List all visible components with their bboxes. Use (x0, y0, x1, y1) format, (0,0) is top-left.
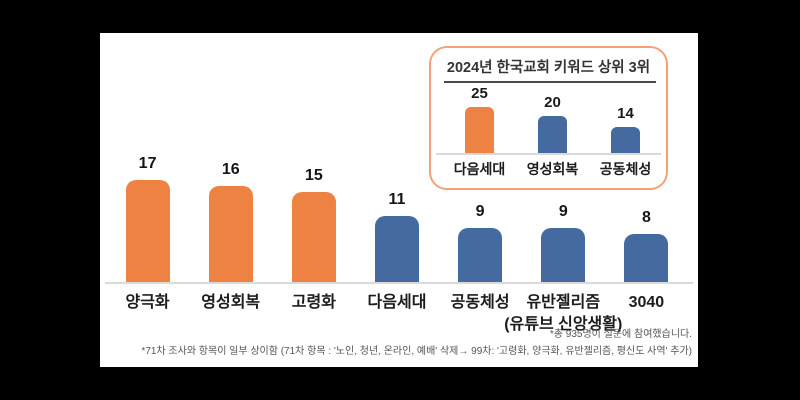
category-label: 공동체성 (450, 294, 510, 311)
inset-chart-baseline (436, 153, 661, 155)
main-keyword-chart-bar-group: 9 공동체성 (439, 33, 522, 311)
bar (208, 186, 253, 282)
bar-value-label: 16 (221, 161, 240, 178)
category-label: 다음세대 (367, 294, 427, 311)
bar (458, 228, 503, 282)
bar (465, 107, 494, 153)
main-keyword-chart-bar-group: 8 3040 (605, 33, 688, 311)
bar (291, 192, 336, 282)
bar-value-label: 17 (138, 155, 157, 172)
category-label: 다음세대 (453, 161, 506, 177)
main-bar-chart: 17 양극화 16 영성회복 15 고령화 11 다음세대 9 공동체성 9 유반젤리즘 (유튜브 신앙… (106, 33, 688, 333)
category-label: 고령화 (291, 294, 336, 311)
inset-title-underline (444, 81, 656, 83)
chart-card: 17 양극화 16 영성회복 15 고령화 11 다음세대 9 공동체성 9 유반젤리즘 (유튜브 신앙… (100, 33, 698, 367)
bar (541, 228, 586, 282)
category-label: 유반젤리즘 (유튜브 신앙생활) (483, 292, 643, 337)
category-label: 공동체성 (599, 161, 652, 177)
category-label: 양극화 (125, 294, 170, 311)
category-label: 3040 (628, 294, 665, 311)
bar-value-label: 25 (471, 85, 488, 102)
footnote-survey-change: *71차 조사와 항목이 일부 상이함 (71차 항목 : '노인, 청년, 온… (141, 346, 692, 357)
bar (611, 127, 640, 153)
main-keyword-chart-bar-group: 16 영성회복 (189, 33, 272, 311)
bar (538, 116, 567, 153)
main-keyword-chart-bar-group: 9 유반젤리즘 (유튜브 신앙생활) (504, 33, 622, 333)
bar-value-label: 9 (475, 203, 485, 220)
main-keyword-chart-bar-group: 17 양극화 (106, 33, 189, 311)
inset-top3-chart-bar-group: 14 공동체성 (589, 48, 662, 177)
main-keyword-chart-bar-group: 15 고령화 (272, 33, 355, 311)
category-label: 영성회복 (201, 294, 261, 311)
bar (125, 180, 170, 282)
bar-value-label: 20 (544, 94, 561, 112)
footnotes: *총 935명이 설문에 참여했습니다. *71차 조사와 항목이 일부 상이함… (141, 328, 692, 358)
inset-top3-box: 2024년 한국교회 키워드 상위 3위 25 다음세대 20 영성회복 14 공동체성 (429, 46, 668, 190)
bar-value-label: 14 (617, 105, 634, 123)
bar-value-label: 8 (641, 209, 651, 226)
bar-value-label: 9 (558, 203, 568, 220)
bar (374, 216, 419, 282)
inset-bar-chart: 25 다음세대 20 영성회복 14 공동체성 (443, 48, 662, 177)
bar (624, 234, 669, 282)
bar-value-label: 15 (304, 167, 323, 184)
footnote-participants: *총 935명이 설문에 참여했습니다. (549, 329, 692, 340)
category-sublabel: (유튜브 신앙생활) (504, 316, 623, 334)
main-chart-baseline (105, 282, 693, 284)
category-label: 영성회복 (526, 161, 579, 177)
inset-top3-chart-bar-group: 25 다음세대 (443, 48, 516, 177)
inset-top3-chart-bar-group: 20 영성회복 (516, 48, 589, 177)
main-keyword-chart-bar-group: 11 다음세대 (355, 33, 438, 311)
inset-title: 2024년 한국교회 키워드 상위 3위 (446, 60, 651, 76)
bar-value-label: 11 (388, 191, 406, 208)
